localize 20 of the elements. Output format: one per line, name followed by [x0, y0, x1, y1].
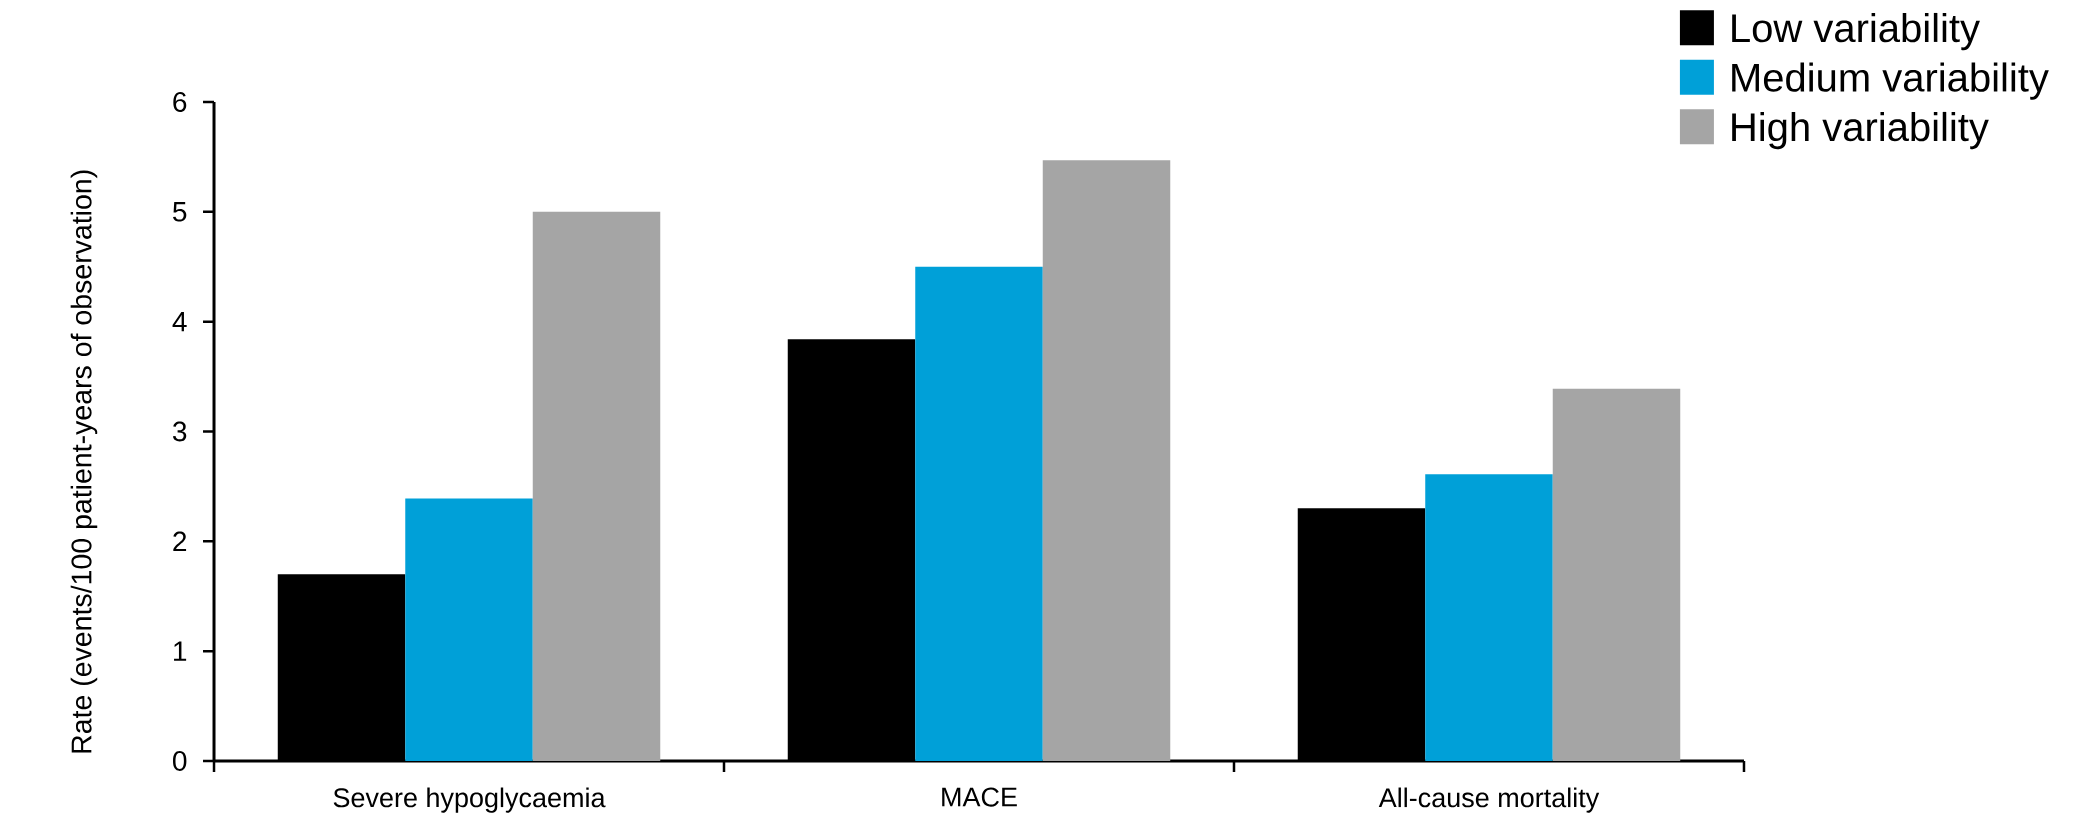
x-tick-label: All-cause mortality [1378, 787, 1600, 813]
y-tick-label: 1 [174, 641, 187, 661]
y-tick-label: 3 [172, 421, 187, 442]
y-tick-label: 6 [173, 92, 187, 112]
bar [915, 266, 1043, 761]
bar [1425, 474, 1553, 761]
bar [1552, 388, 1681, 761]
x-tick-label: MACE [942, 787, 1017, 807]
bar [532, 211, 661, 761]
y-tick-label: 0 [173, 751, 187, 771]
bar [405, 498, 533, 761]
legend-label: Low variability [1732, 12, 1980, 51]
y-tick-label: 5 [173, 202, 187, 222]
x-tick-label: Severe hypoglycaemia [333, 787, 606, 813]
y-axis-title: Rate (events/100 patient-years of observation) [70, 170, 98, 753]
legend-label: High variability [1732, 111, 1989, 150]
legend-label: Medium variability [1732, 62, 2049, 100]
y-tick-label: 2 [173, 531, 187, 552]
bar [1042, 160, 1171, 761]
y-tick-label: 4 [172, 312, 187, 332]
